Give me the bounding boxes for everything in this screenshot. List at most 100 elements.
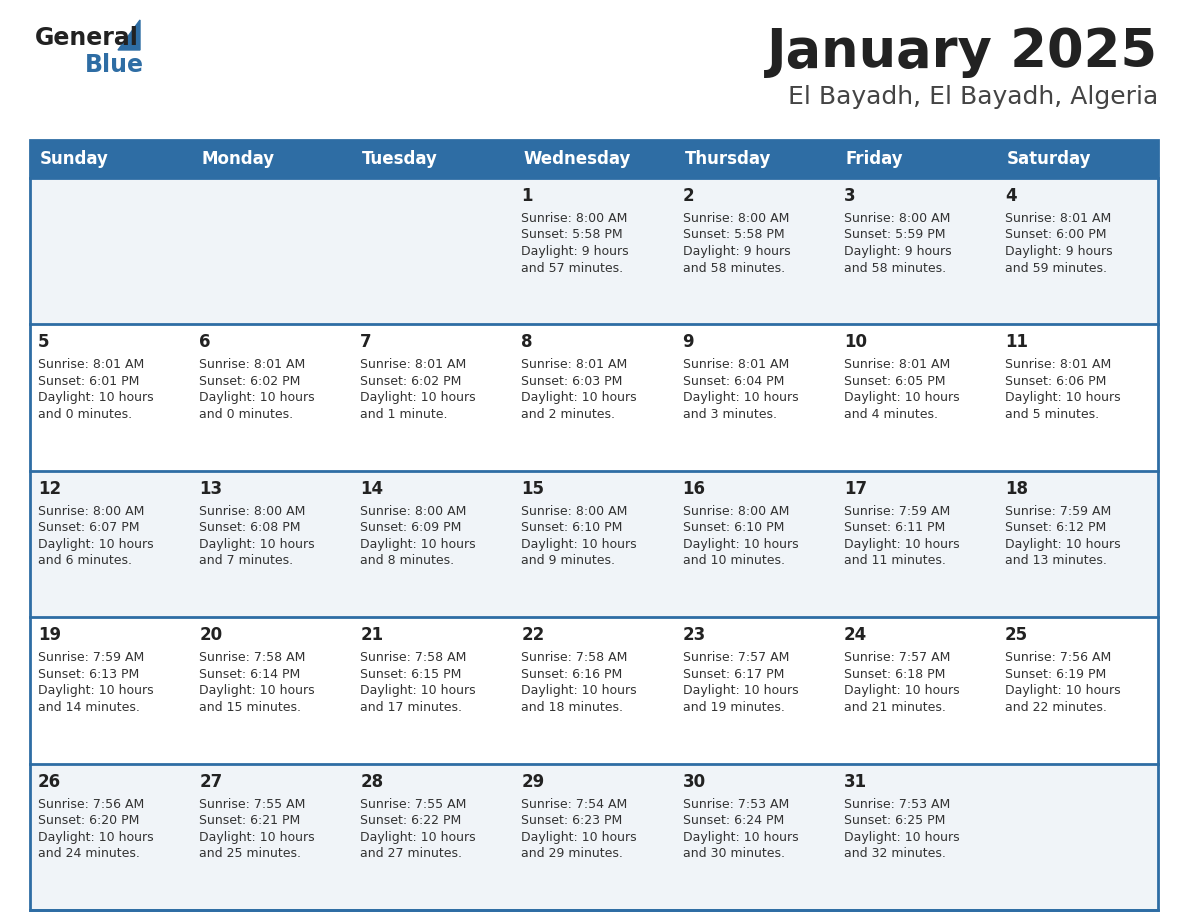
Text: Sunrise: 7:56 AM: Sunrise: 7:56 AM	[1005, 651, 1111, 665]
Text: 11: 11	[1005, 333, 1028, 352]
Text: 26: 26	[38, 773, 61, 790]
Text: Daylight: 10 hours: Daylight: 10 hours	[843, 684, 960, 697]
Text: Daylight: 10 hours: Daylight: 10 hours	[200, 831, 315, 844]
Text: Sunset: 6:13 PM: Sunset: 6:13 PM	[38, 667, 139, 681]
Text: Daylight: 10 hours: Daylight: 10 hours	[522, 831, 637, 844]
Text: and 57 minutes.: and 57 minutes.	[522, 262, 624, 274]
Text: 12: 12	[38, 480, 61, 498]
FancyBboxPatch shape	[30, 764, 1158, 910]
Text: Wednesday: Wednesday	[524, 150, 631, 168]
Text: Sunset: 6:17 PM: Sunset: 6:17 PM	[683, 667, 784, 681]
Text: and 4 minutes.: and 4 minutes.	[843, 408, 937, 420]
Text: Sunrise: 8:00 AM: Sunrise: 8:00 AM	[360, 505, 467, 518]
Text: Saturday: Saturday	[1007, 150, 1092, 168]
Text: Sunset: 6:10 PM: Sunset: 6:10 PM	[683, 521, 784, 534]
Text: Sunset: 6:06 PM: Sunset: 6:06 PM	[1005, 375, 1106, 388]
Text: 29: 29	[522, 773, 544, 790]
Text: and 21 minutes.: and 21 minutes.	[843, 700, 946, 713]
Text: Sunrise: 7:55 AM: Sunrise: 7:55 AM	[200, 798, 305, 811]
Text: 15: 15	[522, 480, 544, 498]
Text: Daylight: 10 hours: Daylight: 10 hours	[38, 538, 153, 551]
Text: Sunset: 6:07 PM: Sunset: 6:07 PM	[38, 521, 139, 534]
Text: and 6 minutes.: and 6 minutes.	[38, 554, 132, 567]
Text: Sunrise: 7:53 AM: Sunrise: 7:53 AM	[683, 798, 789, 811]
Text: 1: 1	[522, 187, 533, 205]
Text: Daylight: 10 hours: Daylight: 10 hours	[683, 538, 798, 551]
Text: Daylight: 10 hours: Daylight: 10 hours	[38, 684, 153, 697]
Text: Sunset: 6:02 PM: Sunset: 6:02 PM	[200, 375, 301, 388]
Text: Daylight: 9 hours: Daylight: 9 hours	[843, 245, 952, 258]
Text: 19: 19	[38, 626, 61, 644]
Text: Daylight: 10 hours: Daylight: 10 hours	[360, 684, 476, 697]
Text: Friday: Friday	[846, 150, 903, 168]
Text: Sunset: 6:12 PM: Sunset: 6:12 PM	[1005, 521, 1106, 534]
Text: and 0 minutes.: and 0 minutes.	[38, 408, 132, 420]
Text: and 8 minutes.: and 8 minutes.	[360, 554, 455, 567]
Text: Sunset: 5:58 PM: Sunset: 5:58 PM	[683, 229, 784, 241]
Text: 16: 16	[683, 480, 706, 498]
Text: Sunrise: 8:00 AM: Sunrise: 8:00 AM	[843, 212, 950, 225]
Text: Sunset: 6:20 PM: Sunset: 6:20 PM	[38, 814, 139, 827]
Text: Sunday: Sunday	[40, 150, 109, 168]
Text: and 27 minutes.: and 27 minutes.	[360, 847, 462, 860]
Text: Sunset: 6:03 PM: Sunset: 6:03 PM	[522, 375, 623, 388]
Text: and 19 minutes.: and 19 minutes.	[683, 700, 784, 713]
Text: 4: 4	[1005, 187, 1017, 205]
Text: Daylight: 9 hours: Daylight: 9 hours	[522, 245, 630, 258]
Text: Sunset: 6:25 PM: Sunset: 6:25 PM	[843, 814, 946, 827]
Text: and 58 minutes.: and 58 minutes.	[683, 262, 785, 274]
Text: Sunset: 6:09 PM: Sunset: 6:09 PM	[360, 521, 462, 534]
Text: Sunrise: 8:01 AM: Sunrise: 8:01 AM	[683, 358, 789, 372]
Text: and 14 minutes.: and 14 minutes.	[38, 700, 140, 713]
Text: and 24 minutes.: and 24 minutes.	[38, 847, 140, 860]
Text: Sunset: 6:00 PM: Sunset: 6:00 PM	[1005, 229, 1106, 241]
Text: January 2025: January 2025	[767, 26, 1158, 78]
Text: Sunrise: 8:01 AM: Sunrise: 8:01 AM	[360, 358, 467, 372]
FancyBboxPatch shape	[30, 178, 1158, 324]
Text: 13: 13	[200, 480, 222, 498]
Text: and 5 minutes.: and 5 minutes.	[1005, 408, 1099, 420]
Text: Sunrise: 7:57 AM: Sunrise: 7:57 AM	[683, 651, 789, 665]
Text: Daylight: 10 hours: Daylight: 10 hours	[360, 391, 476, 405]
Text: Daylight: 10 hours: Daylight: 10 hours	[38, 391, 153, 405]
Text: 27: 27	[200, 773, 222, 790]
Text: Sunrise: 7:55 AM: Sunrise: 7:55 AM	[360, 798, 467, 811]
Text: Sunset: 6:24 PM: Sunset: 6:24 PM	[683, 814, 784, 827]
Text: Sunset: 6:21 PM: Sunset: 6:21 PM	[200, 814, 301, 827]
Text: Daylight: 10 hours: Daylight: 10 hours	[843, 391, 960, 405]
Text: Sunset: 6:15 PM: Sunset: 6:15 PM	[360, 667, 462, 681]
FancyBboxPatch shape	[30, 617, 1158, 764]
Text: Sunrise: 7:58 AM: Sunrise: 7:58 AM	[360, 651, 467, 665]
Text: Sunrise: 8:00 AM: Sunrise: 8:00 AM	[200, 505, 305, 518]
Text: Tuesday: Tuesday	[362, 150, 438, 168]
Text: Daylight: 10 hours: Daylight: 10 hours	[1005, 538, 1120, 551]
Text: Daylight: 10 hours: Daylight: 10 hours	[1005, 684, 1120, 697]
Text: 9: 9	[683, 333, 694, 352]
Text: Sunset: 6:19 PM: Sunset: 6:19 PM	[1005, 667, 1106, 681]
Text: and 25 minutes.: and 25 minutes.	[200, 847, 301, 860]
Text: Daylight: 10 hours: Daylight: 10 hours	[843, 538, 960, 551]
Text: Sunset: 6:18 PM: Sunset: 6:18 PM	[843, 667, 946, 681]
Text: Daylight: 10 hours: Daylight: 10 hours	[1005, 391, 1120, 405]
Text: 25: 25	[1005, 626, 1028, 644]
Text: and 18 minutes.: and 18 minutes.	[522, 700, 624, 713]
Text: and 17 minutes.: and 17 minutes.	[360, 700, 462, 713]
Text: Sunset: 6:08 PM: Sunset: 6:08 PM	[200, 521, 301, 534]
Text: Sunset: 6:01 PM: Sunset: 6:01 PM	[38, 375, 139, 388]
Text: Sunrise: 7:57 AM: Sunrise: 7:57 AM	[843, 651, 950, 665]
Polygon shape	[118, 20, 140, 50]
Text: Sunset: 6:05 PM: Sunset: 6:05 PM	[843, 375, 946, 388]
Text: Sunrise: 7:59 AM: Sunrise: 7:59 AM	[843, 505, 950, 518]
Text: and 0 minutes.: and 0 minutes.	[200, 408, 293, 420]
Text: 30: 30	[683, 773, 706, 790]
Text: Daylight: 10 hours: Daylight: 10 hours	[200, 538, 315, 551]
Text: El Bayadh, El Bayadh, Algeria: El Bayadh, El Bayadh, Algeria	[788, 85, 1158, 109]
Text: Daylight: 10 hours: Daylight: 10 hours	[522, 684, 637, 697]
Text: Sunrise: 7:53 AM: Sunrise: 7:53 AM	[843, 798, 950, 811]
Text: Sunset: 6:22 PM: Sunset: 6:22 PM	[360, 814, 461, 827]
Text: and 9 minutes.: and 9 minutes.	[522, 554, 615, 567]
Text: 17: 17	[843, 480, 867, 498]
Text: and 29 minutes.: and 29 minutes.	[522, 847, 624, 860]
Text: Sunrise: 8:00 AM: Sunrise: 8:00 AM	[38, 505, 145, 518]
Text: Sunrise: 8:00 AM: Sunrise: 8:00 AM	[522, 212, 627, 225]
